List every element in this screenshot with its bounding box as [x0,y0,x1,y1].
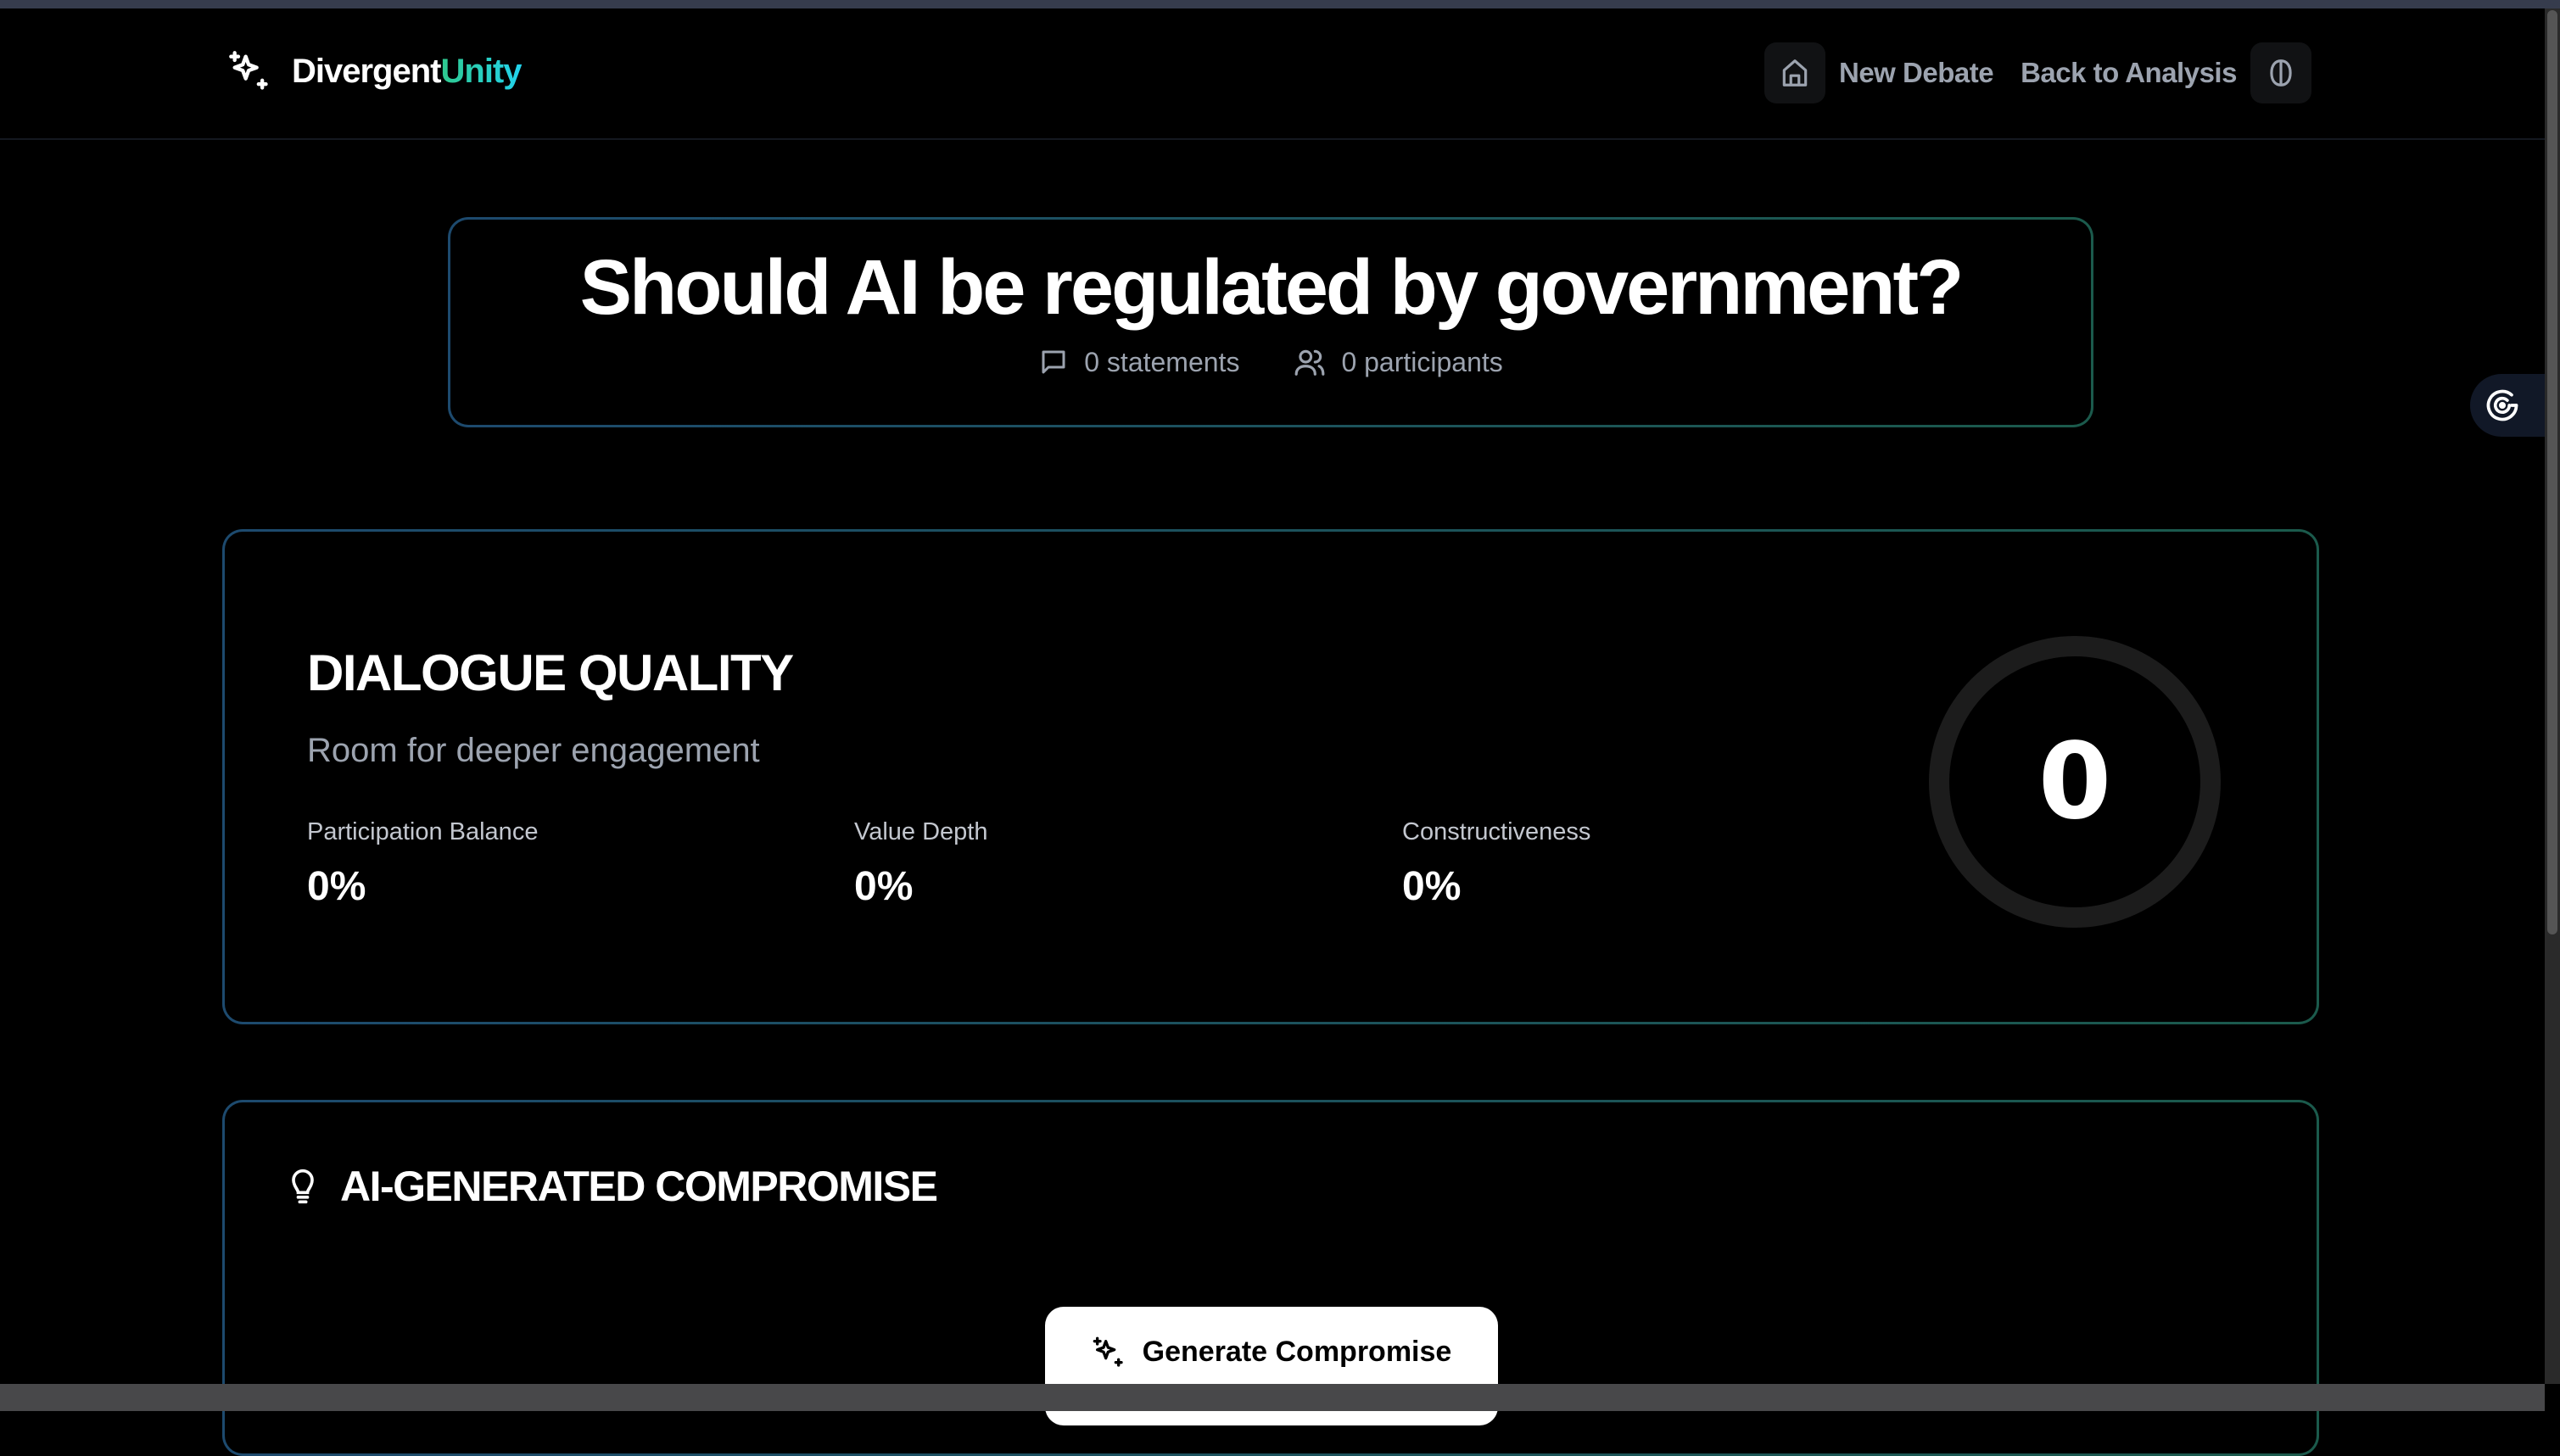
new-debate-link[interactable]: New Debate [1839,57,1994,88]
brand-logo[interactable]: DivergentUnity [227,49,523,93]
app-header: DivergentUnity New Debate Back to Analys… [0,8,2545,140]
brain-icon [2270,59,2292,86]
metric-value: 0% [1402,864,1462,909]
users-icon [1295,349,1325,377]
home-button[interactable] [1764,42,1825,103]
lightbulb-icon [292,1169,314,1204]
horizontal-scrollbar[interactable] [0,1384,2545,1411]
target-icon [2486,389,2518,421]
debate-title-card: Should AI be regulated by government? 0 … [448,217,2093,427]
brand-name-accent: Unity [440,52,523,90]
back-to-analysis-link[interactable]: Back to Analysis [2021,57,2237,88]
debate-meta: 0 statements 0 participants [450,346,2091,378]
compromise-header: AI-GENERATED COMPROMISE [284,1162,938,1211]
participants-count: 0 participants [1294,346,1503,378]
vertical-scrollbar-thumb[interactable] [2547,10,2557,934]
metric-value-depth: Value Depth 0% [854,818,987,910]
brand-name: DivergentUnity [292,52,523,91]
sparkles-icon [1093,1336,1123,1367]
statements-text: 0 statements [1084,346,1240,377]
quality-score: 0 [2038,721,2111,843]
quality-score-ring: 0 [1929,636,2221,928]
brand-name-primary: Divergent [292,52,441,90]
sparkles-icon [229,51,268,90]
dialogue-quality-heading: DIALOGUE QUALITY [307,644,794,701]
home-icon [1782,59,1808,86]
message-icon [1042,350,1065,374]
metric-participation-balance: Participation Balance 0% [307,818,538,910]
side-widget-button[interactable] [2470,374,2546,437]
metric-label: Participation Balance [307,818,539,845]
browser-top-strip [0,0,2560,8]
debate-title: Should AI be regulated by government? [579,244,1965,331]
score-ring-track [1929,636,2221,928]
metric-label: Constructiveness [1402,818,1591,845]
metric-label: Value Depth [854,818,988,845]
generate-compromise-label: Generate Compromise [1142,1336,1452,1368]
metric-value: 0% [854,864,914,909]
metric-value: 0% [307,864,366,909]
participants-text: 0 participants [1341,346,1503,377]
dialogue-quality-subtitle: Room for deeper engagement [307,732,760,769]
brain-button[interactable] [2250,42,2311,103]
top-nav: New Debate Back to Analysis [1764,42,2311,103]
dialogue-quality-card: DIALOGUE QUALITY Room for deeper engagem… [222,529,2319,1024]
metric-constructiveness: Constructiveness 0% [1402,818,1590,910]
compromise-heading: AI-GENERATED COMPROMISE [340,1163,938,1210]
statements-count: 0 statements [1038,347,1239,378]
